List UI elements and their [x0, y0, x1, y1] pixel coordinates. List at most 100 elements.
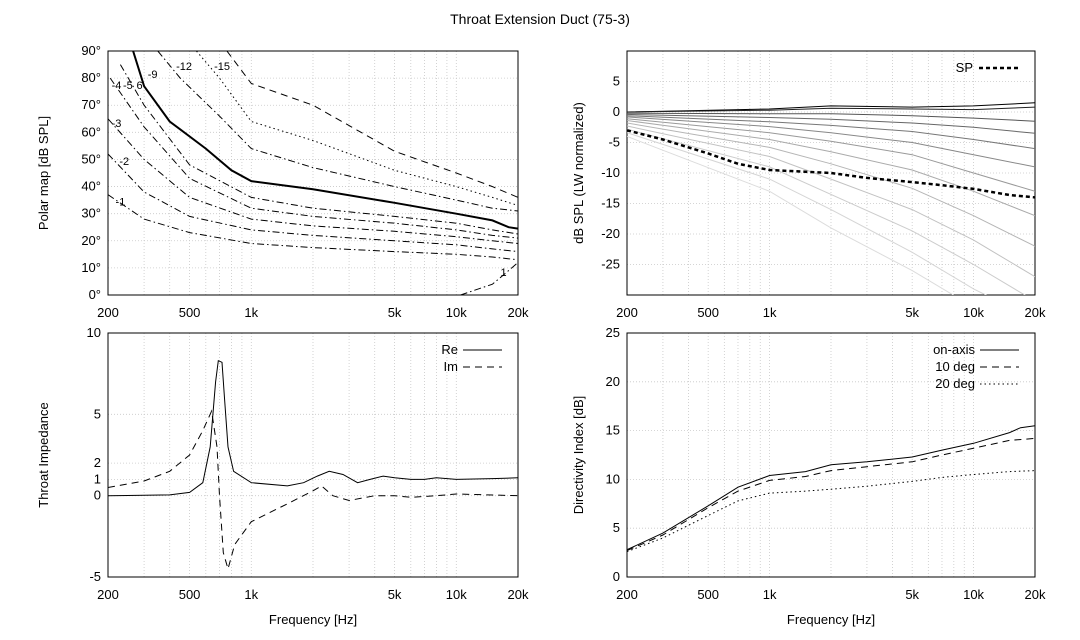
contour-line	[226, 51, 518, 198]
y-tick-label: -15	[601, 196, 620, 211]
x-tick-label: 200	[616, 305, 638, 320]
x-tick-label: 10k	[446, 587, 467, 602]
series-line	[627, 115, 1035, 150]
y-axis-label: dB SPL (LW normalized)	[571, 102, 586, 244]
contour-label: -15	[214, 61, 230, 73]
y-tick-label: 60°	[81, 124, 101, 139]
x-tick-label: 5k	[905, 587, 919, 602]
x-tick-label: 1k	[763, 587, 777, 602]
y-tick-label: 0	[94, 488, 101, 503]
x-tick-label: 20k	[508, 305, 529, 320]
legend-label: on-axis	[933, 342, 975, 357]
x-tick-label: 10k	[963, 305, 984, 320]
x-tick-label: 1k	[763, 305, 777, 320]
grid	[627, 333, 1035, 577]
x-tick-label: 200	[616, 587, 638, 602]
y-tick-label: 15	[606, 423, 620, 438]
plot-area	[108, 359, 518, 571]
y-tick-label: 0	[613, 104, 620, 119]
y-tick-label: 25	[606, 325, 620, 340]
legend-label: Re	[441, 342, 458, 357]
y-tick-label: 90°	[81, 43, 101, 58]
y-tick-label: -5	[608, 135, 620, 150]
series-line	[627, 113, 1035, 134]
series-line	[627, 128, 1026, 295]
y-tick-label: -10	[601, 165, 620, 180]
legend-label: 20 deg	[935, 376, 975, 391]
legend-label: 10 deg	[935, 359, 975, 374]
legend-label: SP	[956, 60, 973, 75]
series-line	[627, 122, 1035, 247]
y-axis-label: Throat Impedance	[36, 402, 51, 508]
x-tick-label: 1k	[244, 305, 258, 320]
x-tick-label: 500	[179, 305, 201, 320]
series-line	[627, 135, 955, 295]
x-tick-label: 5k	[388, 305, 402, 320]
x-tick-label: 500	[179, 587, 201, 602]
normalized-spl-chart: 200 500 1k 5k 10k 20k 5 0 -5 -10 -15 -20 -25 dB SPL (…	[571, 50, 1046, 320]
y-tick-label: 10	[87, 325, 101, 340]
series-line	[627, 125, 1035, 278]
x-tick-label: 5k	[388, 587, 402, 602]
x-tick-label: 20k	[1025, 305, 1046, 320]
y-tick-label: 20°	[81, 233, 101, 248]
series-line	[627, 116, 1035, 168]
x-tick-label: 10k	[446, 305, 467, 320]
contour-label: -5	[123, 80, 133, 92]
y-axis-label: Polar map [dB SPL]	[36, 116, 51, 230]
contour-line	[119, 64, 518, 235]
directivity-index-chart: 200 500 1k 5k 10k 20k 0 5 10 15 20 25 Directivity In…	[571, 325, 1046, 627]
x-tick-label: 200	[97, 305, 119, 320]
series-line	[627, 102, 1035, 113]
y-tick-label: 1	[94, 471, 101, 486]
x-tick-label: 500	[697, 305, 719, 320]
grid	[627, 51, 1035, 295]
contour-label: -2	[119, 156, 129, 168]
series-line	[627, 470, 1035, 553]
contour-label: -12	[176, 61, 192, 73]
contour-line	[108, 194, 518, 261]
contour-line	[109, 77, 518, 239]
contour-label: -9	[148, 69, 158, 81]
series-line	[108, 409, 518, 571]
x-tick-label: 500	[697, 587, 719, 602]
y-tick-label: 80°	[81, 70, 101, 85]
y-tick-label: 0	[613, 569, 620, 584]
x-tick-label: 10k	[963, 587, 984, 602]
y-tick-label: 10°	[81, 260, 101, 275]
contour-label: -1	[116, 197, 126, 209]
y-tick-label: 2	[94, 455, 101, 470]
series-line	[108, 359, 518, 497]
grid	[108, 333, 518, 577]
contour-line	[108, 118, 518, 244]
legend-label: Im	[444, 359, 458, 374]
y-tick-label: 50°	[81, 151, 101, 166]
x-tick-label: 20k	[1025, 587, 1046, 602]
y-tick-label: -5	[89, 569, 101, 584]
x-tick-label: 5k	[905, 305, 919, 320]
y-tick-label: 30°	[81, 206, 101, 221]
contour-label: 6	[136, 80, 142, 92]
x-axis-label: Frequency [Hz]	[787, 612, 875, 627]
polar-map-chart: 200 500 1k 5k 10k 20k 0° 10° 20° 30° 40° 50° 60° 70° 8…	[36, 43, 529, 320]
y-tick-label: 10	[606, 471, 620, 486]
contour-line	[460, 262, 518, 295]
plot-frame	[626, 50, 1036, 296]
plot-frame	[626, 332, 1036, 578]
series-line	[627, 120, 1035, 217]
contour-label: -3	[112, 118, 122, 130]
y-tick-label: 5	[94, 406, 101, 421]
series-line	[627, 437, 1035, 552]
x-tick-label: 20k	[508, 587, 529, 602]
grid	[108, 51, 518, 295]
y-tick-label: 5	[613, 520, 620, 535]
series-line	[627, 425, 1035, 551]
x-tick-label: 200	[97, 587, 119, 602]
series-line	[627, 129, 1035, 199]
y-tick-label: -20	[601, 226, 620, 241]
y-axis-label: Directivity Index [dB]	[571, 396, 586, 515]
contour-line	[157, 51, 518, 212]
plot-area	[627, 102, 1035, 295]
plot-area	[108, 51, 518, 295]
